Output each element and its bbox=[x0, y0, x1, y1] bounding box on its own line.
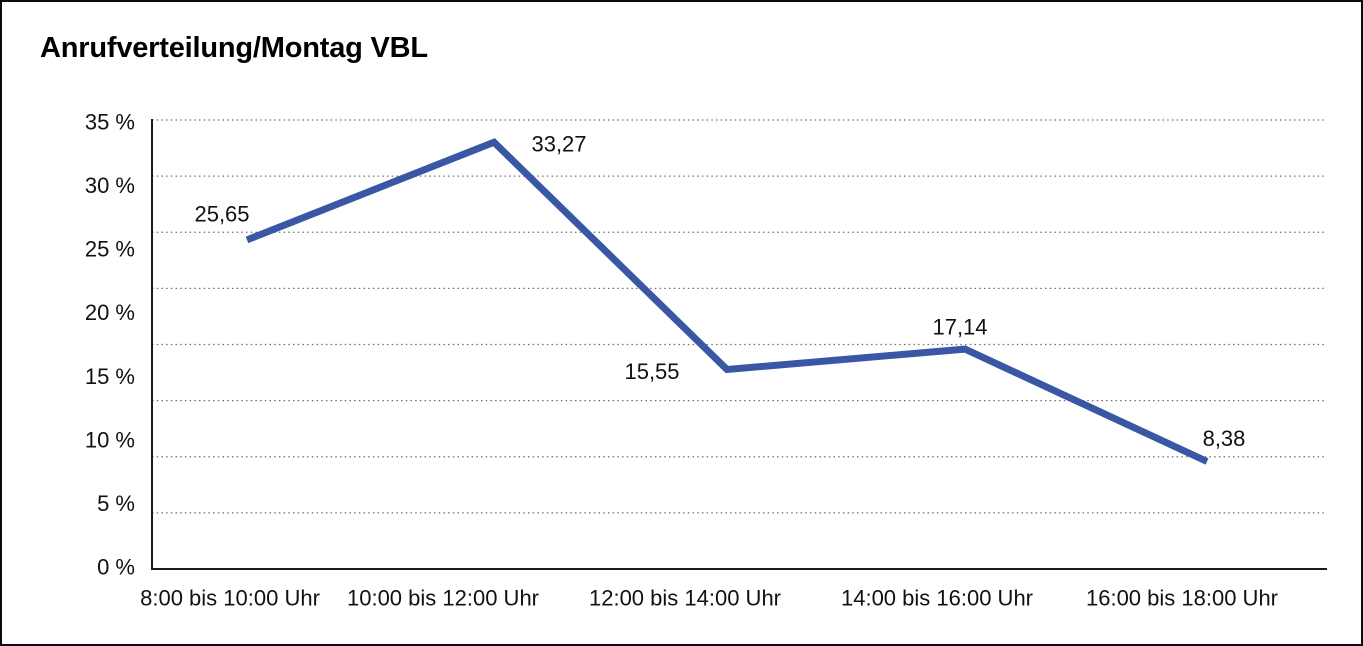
x-tick-label: 8:00 bis 10:00 Uhr bbox=[140, 586, 320, 611]
y-tick-label: 10 % bbox=[85, 427, 135, 452]
data-point-label: 33,27 bbox=[531, 132, 586, 157]
data-point-label: 25,65 bbox=[194, 201, 249, 226]
y-tick-label: 30 % bbox=[85, 173, 135, 198]
y-tick-label: 25 % bbox=[85, 237, 135, 262]
x-tick-label: 12:00 bis 14:00 Uhr bbox=[589, 586, 781, 611]
chart-title: Anrufverteilung/Montag VBL bbox=[40, 32, 428, 64]
data-point-label: 8,38 bbox=[1203, 426, 1246, 451]
data-point-label: 15,55 bbox=[624, 359, 679, 384]
x-tick-label: 16:00 bis 18:00 Uhr bbox=[1086, 586, 1278, 611]
x-tick-label: 14:00 bis 16:00 Uhr bbox=[841, 586, 1033, 611]
y-tick-label: 0 % bbox=[97, 555, 135, 580]
x-tick-label: 10:00 bis 12:00 Uhr bbox=[347, 586, 539, 611]
y-tick-label: 35 % bbox=[85, 110, 135, 135]
series-line bbox=[245, 138, 1209, 465]
data-point-label: 17,14 bbox=[932, 315, 987, 340]
y-tick-label: 20 % bbox=[85, 300, 135, 325]
y-tick-label: 5 % bbox=[97, 491, 135, 516]
y-tick-label: 15 % bbox=[85, 364, 135, 389]
